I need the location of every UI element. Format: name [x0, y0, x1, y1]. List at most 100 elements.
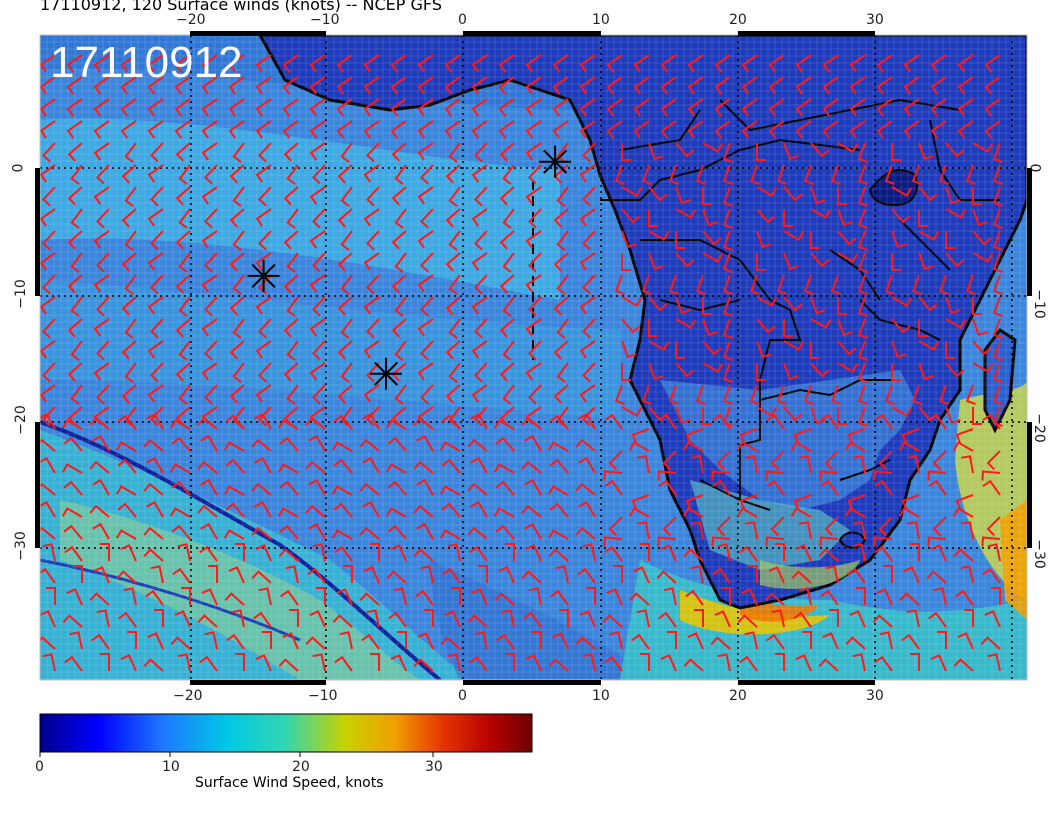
wind-barb [120, 98, 137, 117]
lon-tick-top-10: 10 [592, 12, 610, 28]
wind-barb [952, 507, 974, 518]
wind-barb [660, 54, 677, 73]
wind-barb [257, 362, 272, 383]
wind-barb [547, 485, 569, 496]
wind-barb [391, 230, 407, 250]
wind-barb [857, 208, 868, 230]
wind-barb [798, 587, 812, 606]
wind-barb [40, 456, 56, 474]
wind-barb [473, 186, 488, 207]
wind-barb [579, 54, 596, 73]
wind-barb [606, 120, 623, 139]
wind-barb [768, 566, 785, 584]
wind-barb [556, 274, 569, 295]
wind-barb [579, 76, 596, 95]
wind-barb [41, 274, 56, 295]
wind-barb [417, 98, 434, 117]
wind-barb [143, 482, 164, 496]
wind-barb [822, 120, 839, 139]
wind-barb [340, 362, 353, 383]
wind-barb [972, 187, 982, 205]
wind-barb [262, 631, 272, 649]
wind-barb [810, 252, 830, 268]
wind-barb [61, 463, 83, 474]
wind-barb [765, 536, 785, 547]
wind-barb [961, 521, 974, 540]
wind-barb [123, 587, 137, 606]
wind-barb [702, 208, 718, 227]
wind-barb [309, 98, 326, 117]
wind-barb [40, 296, 56, 315]
wind-barb [953, 658, 974, 672]
wind-barb [982, 567, 1001, 584]
wind-barb [918, 296, 938, 312]
wind-barb [579, 208, 596, 227]
wind-barb [413, 548, 434, 562]
wind-barb [229, 208, 245, 228]
wind-barb [548, 548, 569, 562]
wind-barb [876, 588, 893, 606]
lat-tick-left-s20: −20 [12, 405, 29, 435]
wind-barb [501, 609, 515, 628]
wind-barb [891, 406, 913, 417]
wind-barb [286, 208, 299, 229]
wind-barb [337, 252, 353, 272]
wind-barb [609, 631, 623, 650]
wind-barb [390, 654, 407, 672]
wind-barb [340, 230, 353, 251]
wind-barb [604, 545, 623, 562]
wind-barb [933, 587, 947, 606]
wind-barb [694, 609, 704, 627]
wind-barb [849, 76, 866, 95]
wind-barb [722, 252, 733, 274]
wind-barb [61, 419, 83, 430]
wind-barb [147, 252, 164, 271]
wind-barb [793, 494, 812, 510]
wind-barb [175, 318, 191, 338]
wind-barb [251, 526, 272, 540]
wind-barb [340, 142, 353, 163]
lon-tick-top-w20: −20 [176, 12, 206, 28]
wind-barb [972, 297, 982, 315]
wind-barb [675, 186, 691, 205]
wind-barb [604, 655, 623, 672]
wind-barb [40, 482, 56, 496]
wind-barb [972, 407, 982, 425]
calm-line-1 [40, 420, 442, 680]
wind-barb [467, 438, 488, 452]
wind-barb [149, 362, 164, 383]
wind-barb [255, 98, 272, 117]
wind-barb [702, 230, 722, 246]
wind-barb [722, 208, 733, 230]
wind-barb [471, 296, 488, 315]
wind-barb [127, 631, 137, 649]
wind-barb [691, 455, 704, 474]
wind-barb [991, 587, 1001, 605]
wind-barb [229, 340, 245, 360]
wind-barb [201, 362, 218, 381]
wind-barb [41, 362, 56, 383]
wind-barb [637, 521, 650, 540]
wind-barb [783, 296, 803, 312]
wind-barb [473, 318, 488, 339]
wind-barb [199, 545, 218, 562]
wind-barb [93, 318, 110, 337]
wind-barb [953, 548, 974, 562]
wind-barb [556, 362, 569, 383]
wind-barb [502, 252, 515, 273]
wind-barb [204, 631, 218, 650]
wind-barb [289, 609, 299, 627]
wind-barb [277, 507, 299, 518]
wind-barb [992, 384, 1003, 406]
wind-barb [945, 406, 961, 425]
wind-barb [928, 413, 947, 430]
wind-barb [857, 186, 868, 208]
wind-barb [257, 406, 272, 427]
wind-barb [660, 654, 677, 672]
wind-barb [857, 274, 868, 296]
wind-barb [498, 120, 515, 139]
wind-barb [884, 384, 895, 406]
wind-barb [824, 450, 839, 471]
wind-barb [444, 120, 461, 139]
wind-barb [641, 164, 652, 186]
